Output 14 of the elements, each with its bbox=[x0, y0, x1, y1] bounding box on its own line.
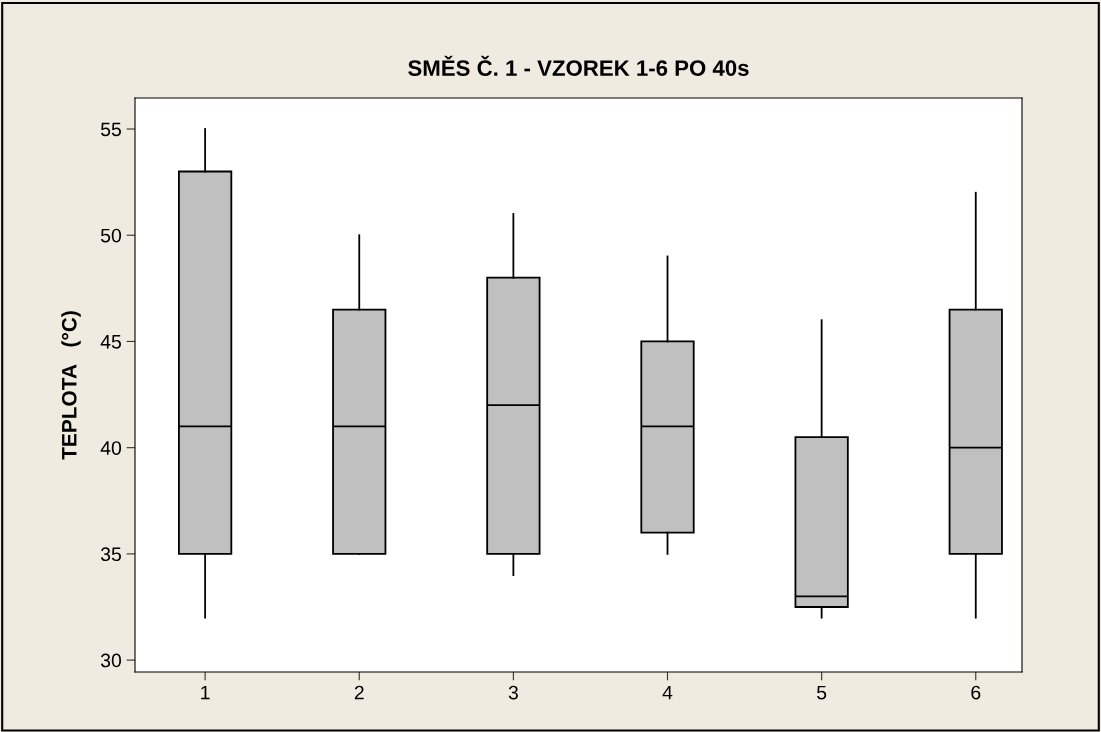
y-tick-label: 45 bbox=[100, 335, 121, 349]
x-tick-label: 5 bbox=[817, 685, 827, 700]
x-tick-label: 6 bbox=[971, 685, 981, 700]
x-tick-label: 1 bbox=[201, 685, 210, 700]
y-axis-title: TEPLOTA (°C) bbox=[61, 311, 81, 460]
chart-title: SMĚS Č. 1 - VZOREK 1-6 PO 40s bbox=[408, 55, 749, 76]
y-tick-label: 50 bbox=[100, 228, 122, 243]
x-tick-label: 2 bbox=[354, 685, 364, 700]
x-tick-label: 4 bbox=[662, 685, 673, 700]
x-tick-label: 3 bbox=[508, 685, 518, 700]
y-tick-label: 40 bbox=[100, 441, 122, 455]
y-tick-label: 55 bbox=[100, 122, 121, 137]
y-tick-label: 35 bbox=[100, 547, 121, 562]
y-tick-label: 30 bbox=[100, 653, 122, 668]
